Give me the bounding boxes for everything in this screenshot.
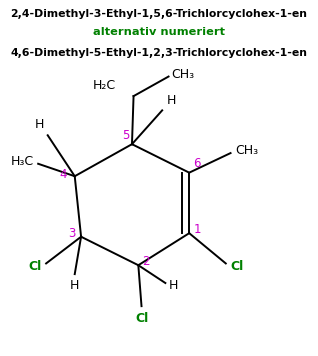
Text: H: H <box>169 279 178 292</box>
Text: CH₃: CH₃ <box>235 144 259 157</box>
Text: CH₃: CH₃ <box>172 68 195 81</box>
Text: H: H <box>69 279 79 292</box>
Text: 3: 3 <box>68 227 75 240</box>
Text: 2: 2 <box>142 255 150 268</box>
Text: H: H <box>166 94 176 107</box>
Text: 5: 5 <box>122 129 130 142</box>
Text: Cl: Cl <box>135 312 148 325</box>
Text: Cl: Cl <box>28 260 41 273</box>
Text: H₂C: H₂C <box>93 79 116 92</box>
Text: H₃C: H₃C <box>11 156 34 168</box>
Text: 1: 1 <box>193 223 201 236</box>
Text: 2,4-Dimethyl-3-Ethyl-1,5,6-Trichlorcyclohex-1-en: 2,4-Dimethyl-3-Ethyl-1,5,6-Trichlorcyclo… <box>10 9 308 19</box>
Text: alternativ numeriert: alternativ numeriert <box>93 27 225 37</box>
Text: H: H <box>35 117 45 131</box>
Text: 6: 6 <box>193 157 201 170</box>
Text: 4,6-Dimethyl-5-Ethyl-1,2,3-Trichlorcyclohex-1-en: 4,6-Dimethyl-5-Ethyl-1,2,3-Trichlorcyclo… <box>10 48 308 58</box>
Text: Cl: Cl <box>231 261 244 273</box>
Text: 4: 4 <box>60 168 67 181</box>
